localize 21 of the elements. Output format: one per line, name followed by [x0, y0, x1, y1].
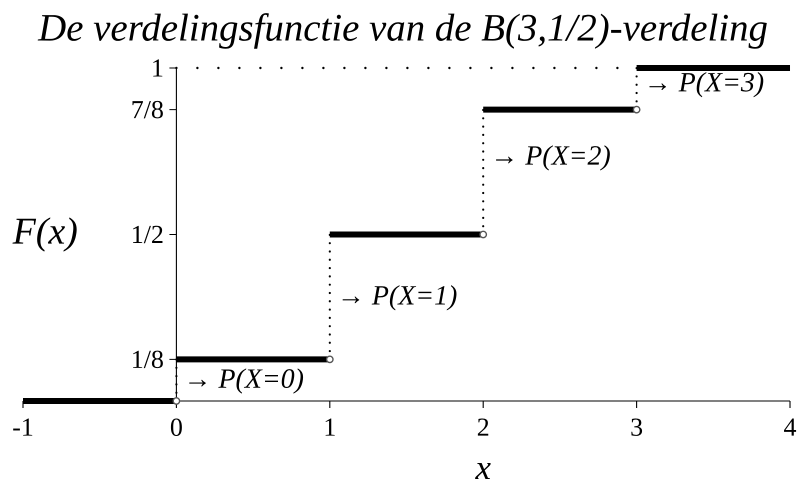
annotation: → P(X=3): [649, 72, 764, 98]
point: [632, 106, 641, 114]
point: [172, 397, 180, 405]
annotation: → P(X=1): [342, 285, 456, 310]
y-axis-title: F(x): [12, 217, 77, 252]
y-tick-label: 7/8: [132, 100, 163, 118]
x-tick-label: 0: [170, 418, 182, 436]
x-tick-label: 3: [631, 418, 642, 436]
annotation: → P(X=0): [189, 368, 304, 394]
y-tick-label: 1: [153, 59, 162, 77]
y-tick-label: 1/8: [133, 350, 163, 368]
x-tick-label: 1: [326, 418, 335, 436]
x-tick-label: 4: [784, 418, 796, 436]
point: [326, 355, 334, 364]
x-axis-title: x: [475, 463, 491, 480]
y-tick-label: 1/2: [133, 226, 162, 244]
point: [479, 230, 488, 238]
chart-title: De verdelingsfunctie van de B(3,1/2)-verdeling: [38, 13, 767, 49]
x-tick-label: 2: [478, 418, 488, 436]
annotation: → P(X=2): [496, 145, 610, 171]
x-tick-label: -1: [13, 418, 32, 436]
